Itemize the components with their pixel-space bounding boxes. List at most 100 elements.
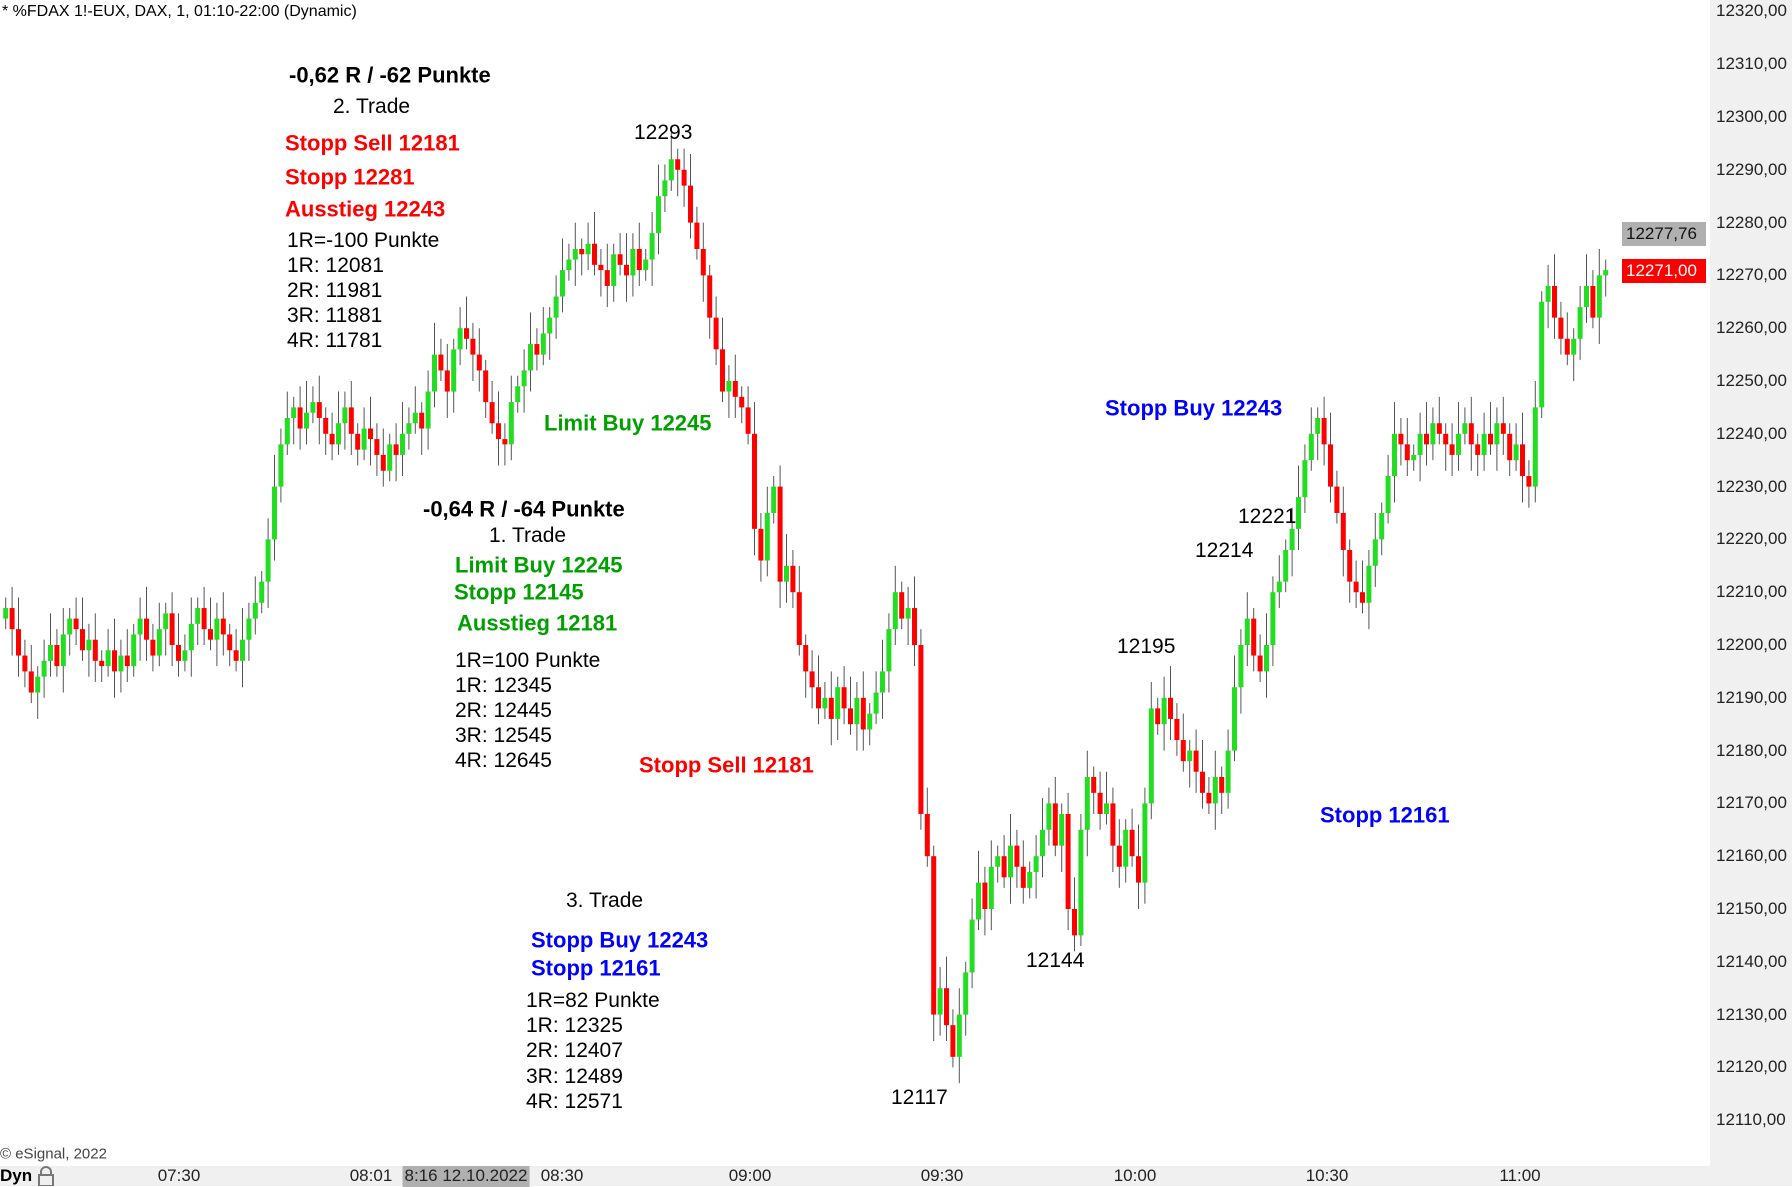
- candle-body: [611, 254, 617, 286]
- time-axis[interactable]: Dyn 8:16 12.10.2022 07:30 08:01 08:30 09:00…: [0, 1166, 1792, 1187]
- candle-body: [1392, 433, 1397, 477]
- price-tick-label: 12190,00: [1716, 688, 1787, 708]
- candle-body: [515, 386, 521, 403]
- candle: [1110, 787, 1116, 873]
- candle: [1340, 486, 1346, 577]
- candle-body: [617, 254, 623, 265]
- candle-body: [284, 417, 290, 445]
- lock-icon[interactable]: [37, 1166, 55, 1186]
- candle: [1065, 792, 1071, 931]
- trade1-result: -0,64 R / -64 Punkte: [423, 496, 625, 522]
- candle-body: [502, 439, 508, 445]
- price-axis[interactable]: 12320,00 12310,00 12300,00 12290,00 12280,00…: [1710, 0, 1792, 1166]
- candle: [1449, 423, 1455, 477]
- candle-body: [1014, 845, 1020, 867]
- trade3-2r: 2R: 12407: [526, 1038, 623, 1062]
- price-tick-label: 12230,00: [1716, 476, 1787, 496]
- candle-body: [816, 687, 821, 709]
- candle: [579, 238, 585, 276]
- trade1-stop: Stopp 12145: [454, 579, 584, 605]
- time-tick-label: 10:30: [1305, 1166, 1349, 1185]
- label-12144: 12144: [1026, 948, 1085, 972]
- candle-body: [169, 613, 175, 645]
- cursor-time-box: 8:16 12.10.2022: [402, 1166, 530, 1187]
- candle-body: [22, 655, 28, 672]
- candlestick-plot[interactable]: [0, 0, 1710, 1166]
- candle: [1257, 634, 1263, 682]
- candle-body: [1072, 909, 1077, 936]
- candle-body: [1142, 803, 1148, 883]
- candle-body: [1443, 433, 1449, 445]
- candle-body: [880, 671, 885, 693]
- candle: [931, 845, 937, 1041]
- candle-body: [988, 866, 994, 909]
- candle-body: [1449, 444, 1455, 455]
- candle: [515, 375, 521, 413]
- candle-body: [860, 697, 866, 730]
- candle: [1372, 513, 1378, 587]
- candle-body: [131, 634, 137, 667]
- candle: [1232, 655, 1237, 762]
- candle: [649, 212, 655, 286]
- price-tick-label: 12290,00: [1716, 160, 1787, 180]
- candle-body: [124, 655, 130, 667]
- candle: [22, 639, 28, 688]
- trade2-2r: 2R: 11981: [287, 278, 383, 302]
- candle: [1347, 539, 1353, 603]
- candle-body: [348, 407, 354, 434]
- candle: [1200, 740, 1205, 809]
- candle-body: [259, 581, 265, 603]
- candle: [1558, 301, 1564, 355]
- candle: [1014, 829, 1020, 888]
- candle-body: [1020, 866, 1026, 888]
- candle-body: [380, 454, 386, 471]
- candle-body: [1219, 777, 1225, 793]
- candle-body: [707, 275, 713, 318]
- candle: [355, 423, 361, 466]
- dynamic-mode-label[interactable]: Dyn: [0, 1166, 33, 1186]
- candle-body: [1468, 423, 1474, 445]
- trade3-entry: Stopp Buy 12243: [531, 927, 709, 953]
- candle: [208, 597, 213, 651]
- candle-body: [163, 613, 169, 630]
- candle: [163, 602, 169, 656]
- candle: [48, 613, 53, 677]
- candle-body: [675, 159, 681, 170]
- candle-body: [969, 919, 975, 973]
- candle: [220, 592, 226, 656]
- candle: [1603, 259, 1609, 297]
- candle-body: [1283, 549, 1289, 582]
- candle: [92, 613, 98, 682]
- candle-body: [572, 249, 578, 260]
- candle-body: [291, 407, 297, 418]
- trade3-3r: 3R: 12489: [526, 1064, 623, 1088]
- candle-body: [457, 328, 463, 350]
- trade3-title: 3. Trade: [566, 888, 644, 912]
- candle: [425, 370, 431, 450]
- candle: [1392, 402, 1397, 503]
- candle: [476, 328, 482, 392]
- chart-title: * %FDAX 1!-EUX, DAX, 1, 01:10-22:00 (Dyn…: [2, 2, 357, 20]
- candle: [1577, 285, 1583, 360]
- candle: [1564, 312, 1570, 366]
- time-tick-label: 08:01: [349, 1166, 393, 1185]
- price-tick-label: 12280,00: [1716, 212, 1787, 232]
- candle-body: [80, 629, 85, 651]
- candle-body: [726, 381, 732, 392]
- candle: [432, 322, 437, 408]
- candle: [886, 613, 892, 693]
- candle-body: [1347, 549, 1353, 582]
- candle-body: [451, 349, 457, 392]
- candle: [1366, 549, 1372, 630]
- candle-body: [1532, 407, 1538, 487]
- candle-body: [483, 370, 489, 403]
- candle-body: [1052, 803, 1058, 846]
- candle: [400, 402, 405, 477]
- candle: [1507, 423, 1513, 477]
- candle-body: [1456, 433, 1461, 455]
- trade3-4r: 4R: 12571: [526, 1089, 623, 1113]
- candle: [988, 840, 994, 931]
- candle: [1276, 555, 1282, 609]
- candle-body: [547, 317, 553, 334]
- candle-body: [1436, 423, 1442, 434]
